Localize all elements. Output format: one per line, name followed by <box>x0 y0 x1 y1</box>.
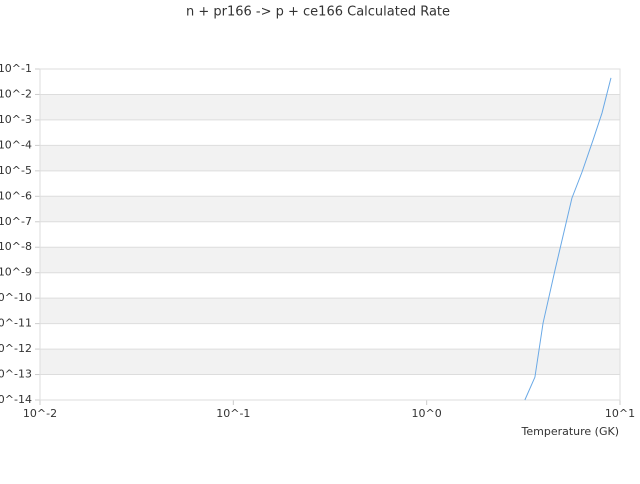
grid-band <box>40 94 620 120</box>
grid-band <box>40 247 620 273</box>
y-tick-label: 10^-4 <box>0 138 32 151</box>
y-tick-label: 10^-9 <box>0 266 32 279</box>
grid-band <box>40 298 620 324</box>
y-tick-label: 10^-12 <box>0 342 32 355</box>
y-tick-label: 10^-8 <box>0 240 32 253</box>
plot-frame <box>39 68 621 401</box>
grid-band <box>40 145 620 171</box>
y-tick-label: 10^-5 <box>0 164 32 177</box>
x-axis-label: Temperature (GK) <box>521 425 620 438</box>
y-tick-label: 10^-10 <box>0 291 32 304</box>
y-tick-label: 10^-2 <box>0 87 32 100</box>
line <box>524 77 612 401</box>
x-tick-label: 10^0 <box>412 407 442 420</box>
y-tick-label: 10^-3 <box>0 113 32 126</box>
x-tick-label: 10^1 <box>605 407 635 420</box>
y-tick-label: 10^-13 <box>0 368 32 381</box>
x-tick-label: 10^-2 <box>23 407 57 420</box>
chart-title: n + pr166 -> p + ce166 Calculated Rate <box>186 5 450 20</box>
x-tick-label: 10^-1 <box>216 407 250 420</box>
grid-band <box>40 196 620 222</box>
y-tick-label: 10^-1 <box>0 62 32 75</box>
y-tick-label: 10^-11 <box>0 317 32 330</box>
y-tick-label: 10^-14 <box>0 393 32 406</box>
y-tick-label: 10^-6 <box>0 189 32 202</box>
y-tick-label: 10^-7 <box>0 215 32 228</box>
bands <box>40 94 620 375</box>
grid-band <box>40 349 620 375</box>
